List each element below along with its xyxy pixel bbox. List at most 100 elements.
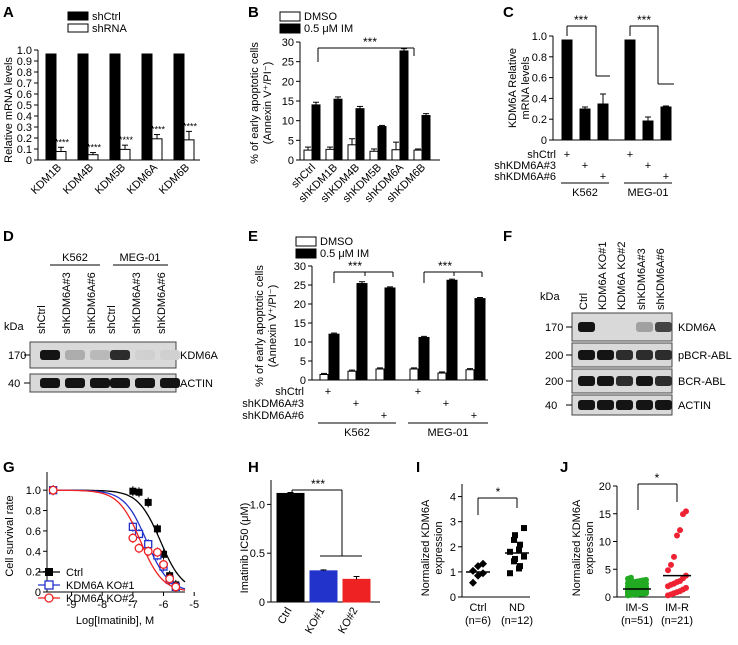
e-y-tick-label: 5: [300, 356, 306, 368]
a-legend-swatch-shctrl: [67, 11, 89, 21]
c-significance: ***: [574, 13, 588, 27]
i-x-tick-label-line: (n=6): [465, 615, 491, 627]
f-lane-label: shKDM6A#6: [655, 248, 667, 310]
j-point-imr: [683, 584, 689, 591]
g-point-ko2: [171, 582, 181, 592]
j-point-imr: [671, 553, 677, 560]
a-y-tick-label: 0.1: [17, 144, 32, 156]
g-point-ko2: [159, 560, 168, 569]
g-point-ko2: [48, 485, 58, 495]
j-point-imr: [674, 532, 680, 539]
c-row-label: shKDM6A#6: [494, 171, 556, 183]
a-bar-shrna: [87, 154, 99, 161]
g-legend-label: KDM6A KO#1: [66, 580, 134, 592]
f-band: [578, 400, 595, 410]
a-significance: ****: [119, 135, 134, 145]
b-legend-label-dmso: DMSO: [304, 11, 337, 23]
i-point-nd: [521, 525, 527, 532]
b-legend-swatch-dmso: [279, 11, 301, 22]
c-y-tick-label: 1.0: [532, 31, 547, 43]
b-bar-dmso: [413, 149, 423, 161]
e-plus: +: [415, 386, 421, 398]
g-y-tick-label: 1.0: [26, 485, 41, 497]
e-y-tick-label: 25: [294, 280, 306, 292]
d-lane-label: shCtrl: [106, 305, 118, 334]
e-bar-dmso: [347, 370, 357, 381]
c-y-tick-label: 0.6: [532, 73, 547, 85]
g-x-tick-label: -5: [189, 599, 199, 611]
a-bar-shrna: [119, 148, 131, 161]
a-significance: ****: [55, 137, 70, 147]
f-band: [597, 400, 614, 410]
j-point-imr: [677, 527, 683, 534]
a-x-tick-label: KDM6A: [125, 161, 161, 197]
b-bar-dmso: [391, 149, 401, 161]
b-bar-im: [421, 115, 431, 161]
a-y-tick-label: 0.4: [17, 111, 32, 123]
e-bar-im: [328, 333, 340, 381]
e-plus: +: [381, 410, 387, 422]
i-y-label-line: Normalized KDM6A: [420, 499, 432, 596]
f-band: [616, 400, 633, 410]
a-y-tick-label: 0.8: [17, 67, 32, 79]
c-bar: [561, 39, 573, 141]
i-point-ctrl: [469, 566, 477, 575]
g-y-tick-label: 0.2: [26, 567, 41, 579]
e-bar-dmso: [375, 368, 385, 381]
c-group-label: K562: [572, 187, 598, 199]
c-plus: +: [564, 149, 570, 161]
f-kda-marker: 200: [545, 350, 563, 362]
d-row-label: ACTIN: [180, 378, 213, 390]
panel-label-h: H: [248, 459, 259, 476]
a-x-tick-label: KDM1B: [29, 162, 64, 197]
g-x-tick-label: -9: [67, 599, 77, 611]
j-x-tick-label: IM-S (n=51): [621, 602, 653, 627]
i-x-tick-label-line: (n=12): [501, 615, 533, 627]
f-kda-marker: 170: [545, 322, 563, 334]
e-legend-swatch-im: [295, 248, 317, 259]
j-x-tick-label-line: IM-S: [625, 602, 648, 614]
c-bar: [624, 39, 636, 141]
e-bar-im: [446, 279, 458, 381]
g-x-tick-label: -7: [128, 599, 138, 611]
h-y-label: Imatinib IC50 (μM): [239, 503, 251, 594]
e-row-label: shCtrl: [275, 386, 304, 398]
c-plus: +: [582, 160, 588, 172]
d-lane-label: shKDM6A#3: [61, 272, 73, 334]
i-y-label: Normalized KDM6Aexpression: [420, 499, 445, 596]
e-bar-im: [384, 287, 396, 381]
h-significance: ***: [311, 477, 325, 491]
e-y-tick-label: 30: [294, 261, 306, 273]
b-y-label: % of early apoptotic cells(Annexin V⁺/PI…: [249, 42, 274, 164]
b-y-label-line: (Annexin V⁺/PI⁻): [262, 62, 274, 145]
d-band: [110, 378, 130, 388]
b-y-tick-label: 30: [282, 37, 294, 49]
f-band: [655, 322, 672, 332]
g-point-ctrl: [153, 525, 161, 533]
panel-label-b: B: [248, 4, 259, 21]
j-x-tick-label-line: IM-R: [665, 602, 689, 614]
b-y-tick-label: 25: [282, 57, 294, 69]
f-row-label: ACTIN: [678, 400, 711, 412]
a-y-tick-label: 0.9: [17, 56, 32, 68]
panel-label-f: F: [503, 228, 512, 245]
d-band: [160, 350, 180, 360]
e-bar-dmso: [437, 372, 447, 381]
b-bar-dmso: [347, 144, 357, 161]
b-bar-im: [399, 50, 409, 161]
a-bar-shrna: [55, 151, 67, 161]
j-point-ims: [628, 574, 634, 581]
j-y-tick-label: 15: [599, 509, 611, 521]
f-band: [578, 376, 595, 386]
h-bar: [276, 492, 305, 603]
a-y-tick-label: 0.2: [17, 133, 32, 145]
f-band: [616, 350, 633, 360]
a-legend-label-shctrl: shCtrl: [92, 11, 121, 23]
g-y-tick-label: 0.8: [26, 506, 41, 518]
e-y-tick-label: 10: [294, 337, 306, 349]
c-y-tick-label: 0.2: [532, 114, 547, 126]
c-bar: [579, 108, 591, 141]
i-point-nd: [517, 563, 523, 570]
f-kda-label: kDa: [540, 291, 560, 303]
f-band: [597, 376, 614, 386]
